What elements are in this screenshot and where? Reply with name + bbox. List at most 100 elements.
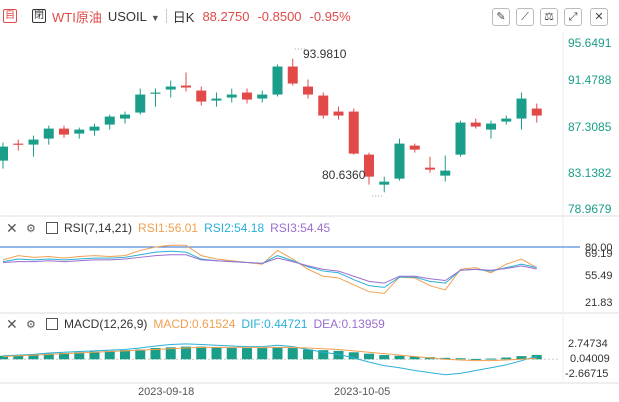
closed-status-icon: 閉	[32, 9, 46, 23]
candle-body	[257, 94, 268, 99]
price-axis-label: 78.9679	[568, 202, 612, 216]
macd-bar	[43, 353, 54, 360]
trend-icon[interactable]: ⟋	[516, 8, 534, 26]
rsi3-value: RSI3:54.45	[270, 221, 331, 235]
macd-bar	[409, 356, 420, 360]
close-icon[interactable]: ✕	[590, 8, 608, 26]
chevron-down-icon[interactable]: ▼	[150, 12, 160, 23]
dif-value: DIF:0.44721	[241, 317, 308, 331]
candle-body	[516, 98, 527, 119]
candle-body	[165, 86, 176, 90]
macd-bar	[135, 349, 146, 360]
macd-value: MACD:0.61524	[153, 317, 236, 331]
macd-bar	[501, 357, 512, 360]
candle-body	[272, 66, 283, 95]
candle-body	[364, 154, 374, 177]
macd-bar	[211, 347, 222, 360]
favorite-icon[interactable]: 自	[3, 9, 17, 23]
candle-body	[333, 111, 344, 116]
macd-bar	[257, 348, 268, 360]
candle-body	[486, 123, 496, 130]
macd-bar	[181, 346, 191, 360]
rsi-line-rsi3	[2, 254, 537, 284]
candle-body	[455, 122, 466, 155]
macd-bar	[440, 357, 451, 360]
rsi-axis-label: 80.00	[585, 242, 613, 254]
macd-bar	[59, 352, 69, 360]
ticker-selector[interactable]: USOIL ▼	[108, 9, 160, 24]
candle-body	[303, 86, 313, 95]
candle-body	[104, 116, 115, 125]
candle-body	[74, 129, 85, 134]
gear-icon[interactable]: ⚙	[26, 222, 36, 235]
rsi-axis-label: 69.19	[585, 248, 613, 260]
macd-bar	[531, 354, 542, 360]
macd-bar	[150, 348, 161, 360]
macd-bar	[455, 358, 466, 360]
macd-bar	[318, 350, 329, 360]
candle-body	[379, 181, 390, 185]
candle-body	[470, 122, 481, 127]
divider	[165, 9, 167, 23]
candle-body	[394, 143, 405, 179]
low-annotation: 80.6360	[322, 168, 366, 182]
price-axis-label: 95.6491	[568, 36, 612, 50]
close-icon[interactable]: ✕	[6, 315, 18, 332]
macd-pane-header: ✕ ⚙ MACD(12,26,9) MACD:0.61524 DIF:0.447…	[0, 315, 385, 333]
candle-body	[43, 128, 54, 139]
macd-bar	[364, 353, 374, 360]
candle-body	[287, 66, 298, 84]
candle-body	[425, 167, 435, 170]
macd-bar	[348, 352, 359, 360]
dea-value: DEA:0.13959	[313, 317, 385, 331]
candle-body	[501, 118, 512, 122]
candle-body	[59, 128, 69, 135]
rsi-line-rsi2	[2, 250, 537, 288]
candle-body	[181, 85, 191, 88]
macd-line-dif	[2, 343, 537, 376]
macd-axis-label: -2.66715	[565, 368, 609, 380]
candle-body	[0, 146, 8, 161]
macd-bar	[516, 356, 527, 360]
expand-icon[interactable]: ⤢	[564, 8, 582, 26]
indicator-icon[interactable]: ⚖	[540, 8, 558, 26]
candle-body	[242, 92, 252, 100]
candle-body	[211, 98, 222, 101]
macd-bar	[196, 346, 207, 360]
window-icon[interactable]	[46, 222, 58, 234]
candle-body	[409, 145, 420, 150]
macd-bar	[120, 350, 130, 360]
macd-bar	[470, 358, 481, 360]
price-axis-label: 91.4788	[568, 73, 612, 87]
macd-bar	[303, 349, 313, 360]
candle-body	[150, 92, 161, 94]
date-label: 2023-09-18	[138, 386, 195, 398]
timeframe-selector[interactable]: 日K	[172, 9, 195, 25]
candle-body	[440, 170, 451, 176]
close-icon[interactable]: ✕	[6, 219, 18, 236]
macd-bar	[272, 347, 283, 360]
macd-bar	[89, 351, 100, 360]
macd-bar	[28, 354, 39, 360]
macd-bar	[333, 350, 344, 360]
rsi1-value: RSI1:56.01	[138, 221, 199, 235]
macd-bar	[287, 348, 298, 360]
candle-body	[318, 95, 329, 116]
gear-icon[interactable]: ⚙	[26, 318, 36, 331]
candle-body	[89, 126, 100, 131]
rsi2-value: RSI2:54.18	[204, 221, 265, 235]
rsi-axis-label: 55.49	[585, 270, 613, 282]
macd-bar	[242, 348, 252, 360]
pen-icon[interactable]: ✎	[492, 8, 510, 26]
macd-name: MACD(12,26,9)	[64, 317, 148, 331]
price-axis-label: 87.3085	[568, 120, 612, 134]
window-icon[interactable]	[46, 318, 58, 330]
rsi-name: RSI(7,14,21)	[64, 221, 133, 235]
price-change: -0.8500	[257, 8, 302, 24]
macd-bar	[13, 355, 24, 360]
candle-body	[348, 111, 359, 154]
high-annotation: 93.9810	[303, 47, 347, 61]
ticker-label: USOIL	[107, 8, 147, 24]
candle-body	[531, 108, 542, 116]
